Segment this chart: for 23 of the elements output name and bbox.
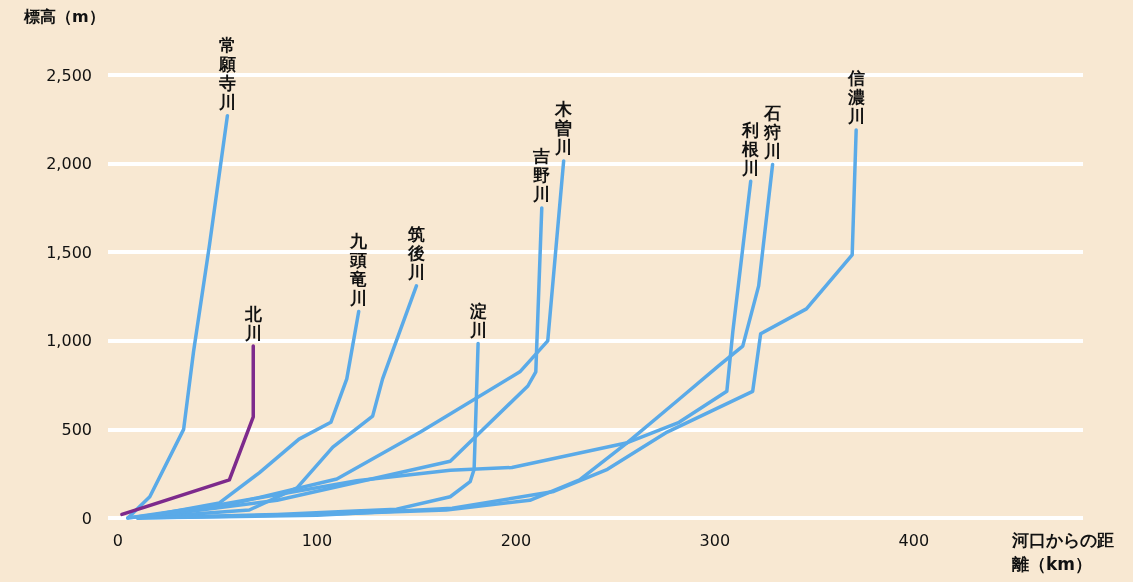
- series-label: 利根川: [741, 119, 761, 178]
- series-label: 常願寺川: [217, 35, 236, 113]
- x-axis-title: 河口からの距離（km）: [1011, 530, 1114, 574]
- x-tick-label: 400: [898, 530, 930, 550]
- series-label: 九頭竜川: [349, 231, 369, 309]
- y-tick-label: 1,000: [46, 331, 92, 351]
- series-label: 木曽川: [554, 99, 574, 158]
- x-tick-label: 300: [699, 530, 731, 550]
- y-tick-label: 2,500: [46, 65, 92, 85]
- y-tick-label: 2,000: [46, 154, 92, 174]
- y-tick-label: 1,500: [46, 242, 92, 262]
- x-tick-label: 200: [500, 530, 532, 550]
- series-label: 筑後川: [406, 224, 425, 283]
- series-label: 信濃川: [846, 68, 865, 127]
- y-tick-label: 500: [61, 419, 92, 439]
- x-tick-label: 0: [112, 530, 124, 550]
- series-label: 淀川: [468, 300, 487, 340]
- x-tick-label: 100: [301, 530, 333, 550]
- series-label: 吉野川: [532, 146, 551, 205]
- y-axis-title: 標高（m）: [23, 6, 105, 26]
- y-tick-label: 0: [81, 508, 92, 528]
- series-label: 石狩川: [763, 102, 782, 161]
- series-label: 北川: [243, 303, 263, 343]
